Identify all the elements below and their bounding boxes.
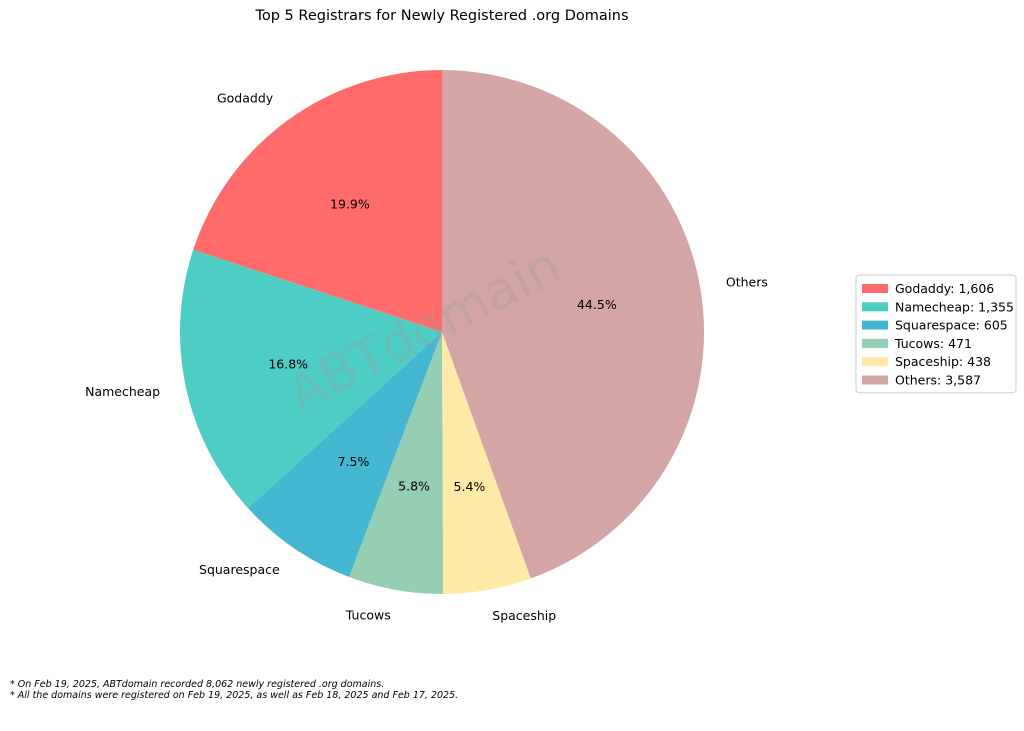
percent-label-namecheap: 16.8%: [268, 357, 308, 372]
legend-entry-namecheap: Namecheap: 1,355: [895, 299, 1014, 314]
legend: Godaddy: 1,606 Namecheap: 1,355 Squarespac…: [855, 274, 1017, 394]
legend-swatch-others: [862, 375, 888, 385]
percent-label-squarespace: 7.5%: [338, 454, 370, 469]
percent-label-others: 44.5%: [577, 297, 617, 312]
slice-label-namecheap: Namecheap: [85, 384, 160, 399]
pie-slices: [180, 70, 704, 594]
slice-label-godaddy: Godaddy: [217, 90, 274, 105]
legend-entry-others: Others: 3,587: [895, 373, 981, 388]
legend-swatch-spaceship: [862, 357, 888, 367]
slice-labels: 19.9% Godaddy 16.8% Namecheap 7.5% Squarespac…: [85, 90, 768, 622]
pie-slice-godaddy: [193, 70, 442, 332]
pie-slice-namecheap: [180, 249, 442, 509]
legend-swatch-godaddy: [862, 284, 888, 293]
legend-entry-tucows: Tucows: 471: [894, 336, 972, 351]
percent-label-tucows: 5.8%: [398, 479, 430, 494]
chart-title: Top 5 Registrars for Newly Registered .o…: [254, 8, 628, 24]
footnote-1: * On Feb 19, 2025, ABTdomain recorded 8,…: [10, 679, 384, 690]
legend-swatch-squarespace: [862, 320, 888, 330]
slice-label-squarespace: Squarespace: [199, 562, 280, 577]
legend-swatch-tucows: [862, 338, 888, 348]
percent-label-spaceship: 5.4%: [454, 479, 486, 494]
legend-entry-spaceship: Spaceship: 438: [895, 354, 991, 369]
slice-label-others: Others: [726, 274, 768, 289]
pie-slice-spaceship: [442, 332, 531, 594]
percent-label-godaddy: 19.9%: [330, 197, 370, 212]
legend-swatch-namecheap: [862, 302, 888, 312]
slice-label-spaceship: Spaceship: [492, 608, 556, 623]
legend-box: [855, 274, 1017, 394]
legend-entry-godaddy: Godaddy: 1,606: [895, 281, 994, 296]
pie-slice-squarespace: [247, 332, 442, 577]
legend-entry-squarespace: Squarespace: 605: [895, 318, 1008, 333]
pie-slice-others: [442, 70, 704, 579]
footnote-2: * All the domains were registered on Feb…: [10, 690, 458, 701]
slice-label-tucows: Tucows: [345, 608, 391, 623]
pie-slice-tucows: [349, 332, 444, 594]
